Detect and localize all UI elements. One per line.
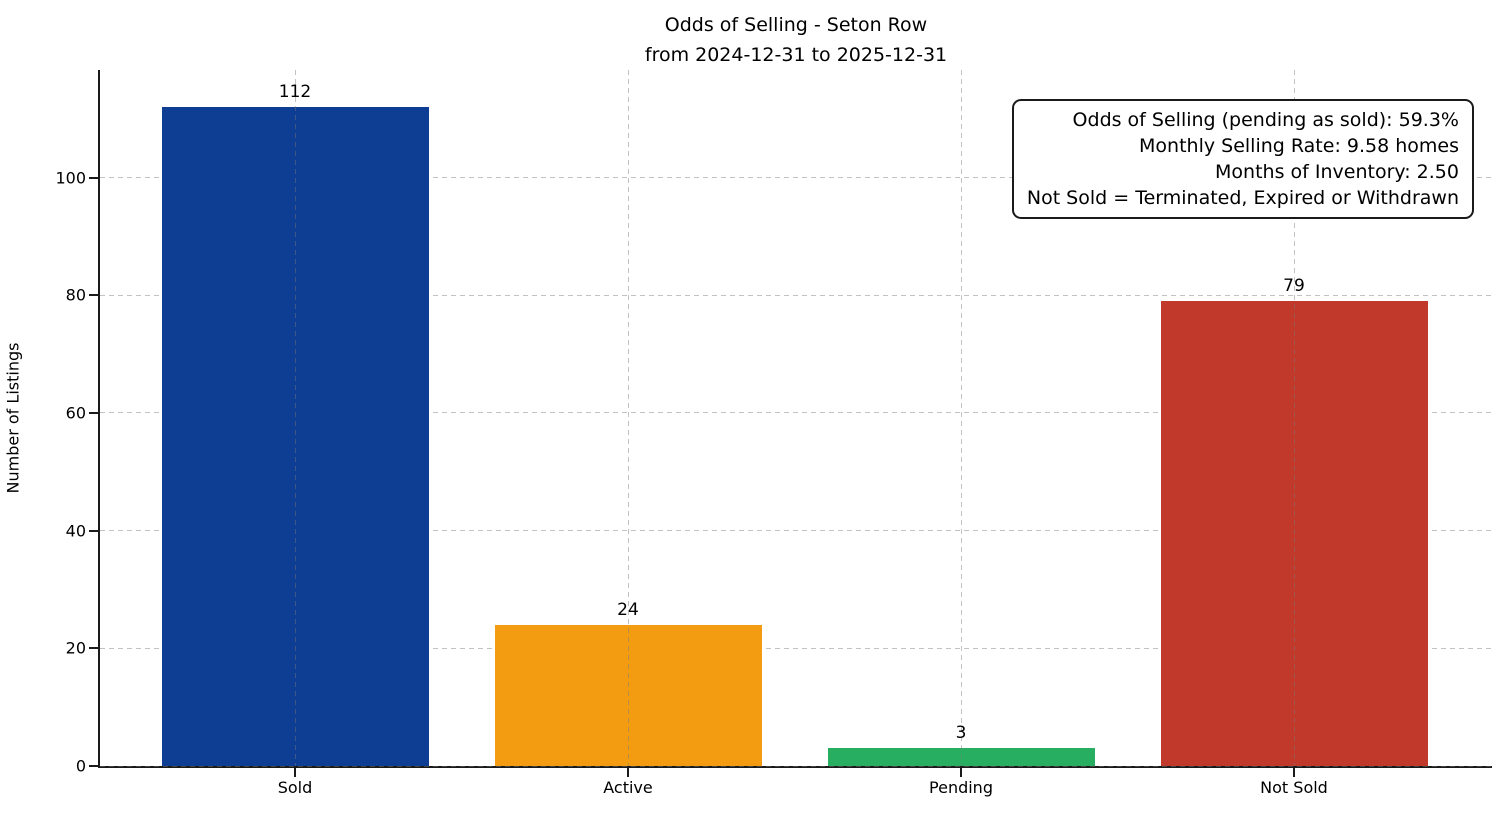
annotation-not-sold-definition: Not Sold = Terminated, Expired or Withdr… (1026, 187, 1459, 209)
y-tick-mark-0 (89, 765, 98, 767)
chart-title-line1: Odds of Selling - Seton Row (664, 14, 928, 36)
y-tick-label-60: 60 (65, 403, 86, 423)
bar-pending (827, 748, 1095, 766)
horizontal-gridline-40 (100, 530, 1492, 532)
x-tick-mark-pending (960, 768, 962, 777)
x-tick-label-pending: Pending (929, 778, 993, 797)
y-tick-mark-80 (89, 294, 98, 297)
x-tick-mark-active (627, 768, 629, 777)
bar-not-sold (1160, 301, 1428, 766)
y-tick-label-100: 100 (55, 168, 86, 188)
horizontal-gridline-80 (100, 294, 1492, 296)
y-tick-mark-60 (89, 411, 98, 414)
y-tick-mark-40 (89, 529, 98, 532)
horizontal-gridline-100 (100, 177, 1492, 179)
plot-area: 112 24 3 79 (100, 70, 1492, 767)
y-tick-label-0: 0 (75, 756, 86, 776)
vertical-gridline-pending (960, 70, 962, 766)
chart-title-line2: from 2024-12-31 to 2025-12-31 (644, 44, 948, 66)
y-axis-spine (98, 70, 100, 768)
annotation-odds-of-selling: Odds of Selling (pending as sold): 59.3% (1072, 109, 1459, 131)
horizontal-gridline-0 (100, 765, 1492, 767)
bar-value-label-sold: 112 (278, 82, 312, 103)
stats-annotation-box: Odds of Selling (pending as sold): 59.3%… (1011, 99, 1474, 219)
vertical-gridline-not-sold (1293, 70, 1295, 766)
horizontal-gridline-60 (100, 412, 1492, 414)
vertical-gridline-sold (294, 70, 296, 766)
x-tick-label-active: Active (603, 778, 653, 797)
x-tick-mark-not-sold (1293, 768, 1295, 777)
horizontal-gridline-20 (100, 647, 1492, 649)
annotation-months-of-inventory: Months of Inventory: 2.50 (1215, 161, 1459, 183)
y-tick-label-80: 80 (65, 285, 86, 305)
y-tick-label-20: 20 (65, 638, 86, 658)
bar-value-label-not-sold: 79 (1283, 276, 1305, 297)
x-tick-label-not-sold: Not Sold (1260, 778, 1328, 797)
y-tick-mark-100 (89, 176, 98, 179)
x-tick-label-sold: Sold (277, 778, 313, 797)
annotation-monthly-selling-rate: Monthly Selling Rate: 9.58 homes (1139, 135, 1459, 157)
bar-value-label-pending: 3 (955, 723, 967, 744)
chart-title: Odds of Selling - Seton Row from 2024-12… (100, 10, 1492, 70)
bar-value-label-active: 24 (617, 599, 639, 620)
vertical-gridline-active (627, 70, 629, 766)
bar-active (494, 624, 762, 766)
bar-sold (161, 107, 429, 766)
x-axis-spine (98, 766, 1492, 768)
y-tick-label-40: 40 (65, 521, 86, 541)
y-tick-mark-20 (89, 647, 98, 650)
x-tick-mark-sold (294, 768, 296, 777)
